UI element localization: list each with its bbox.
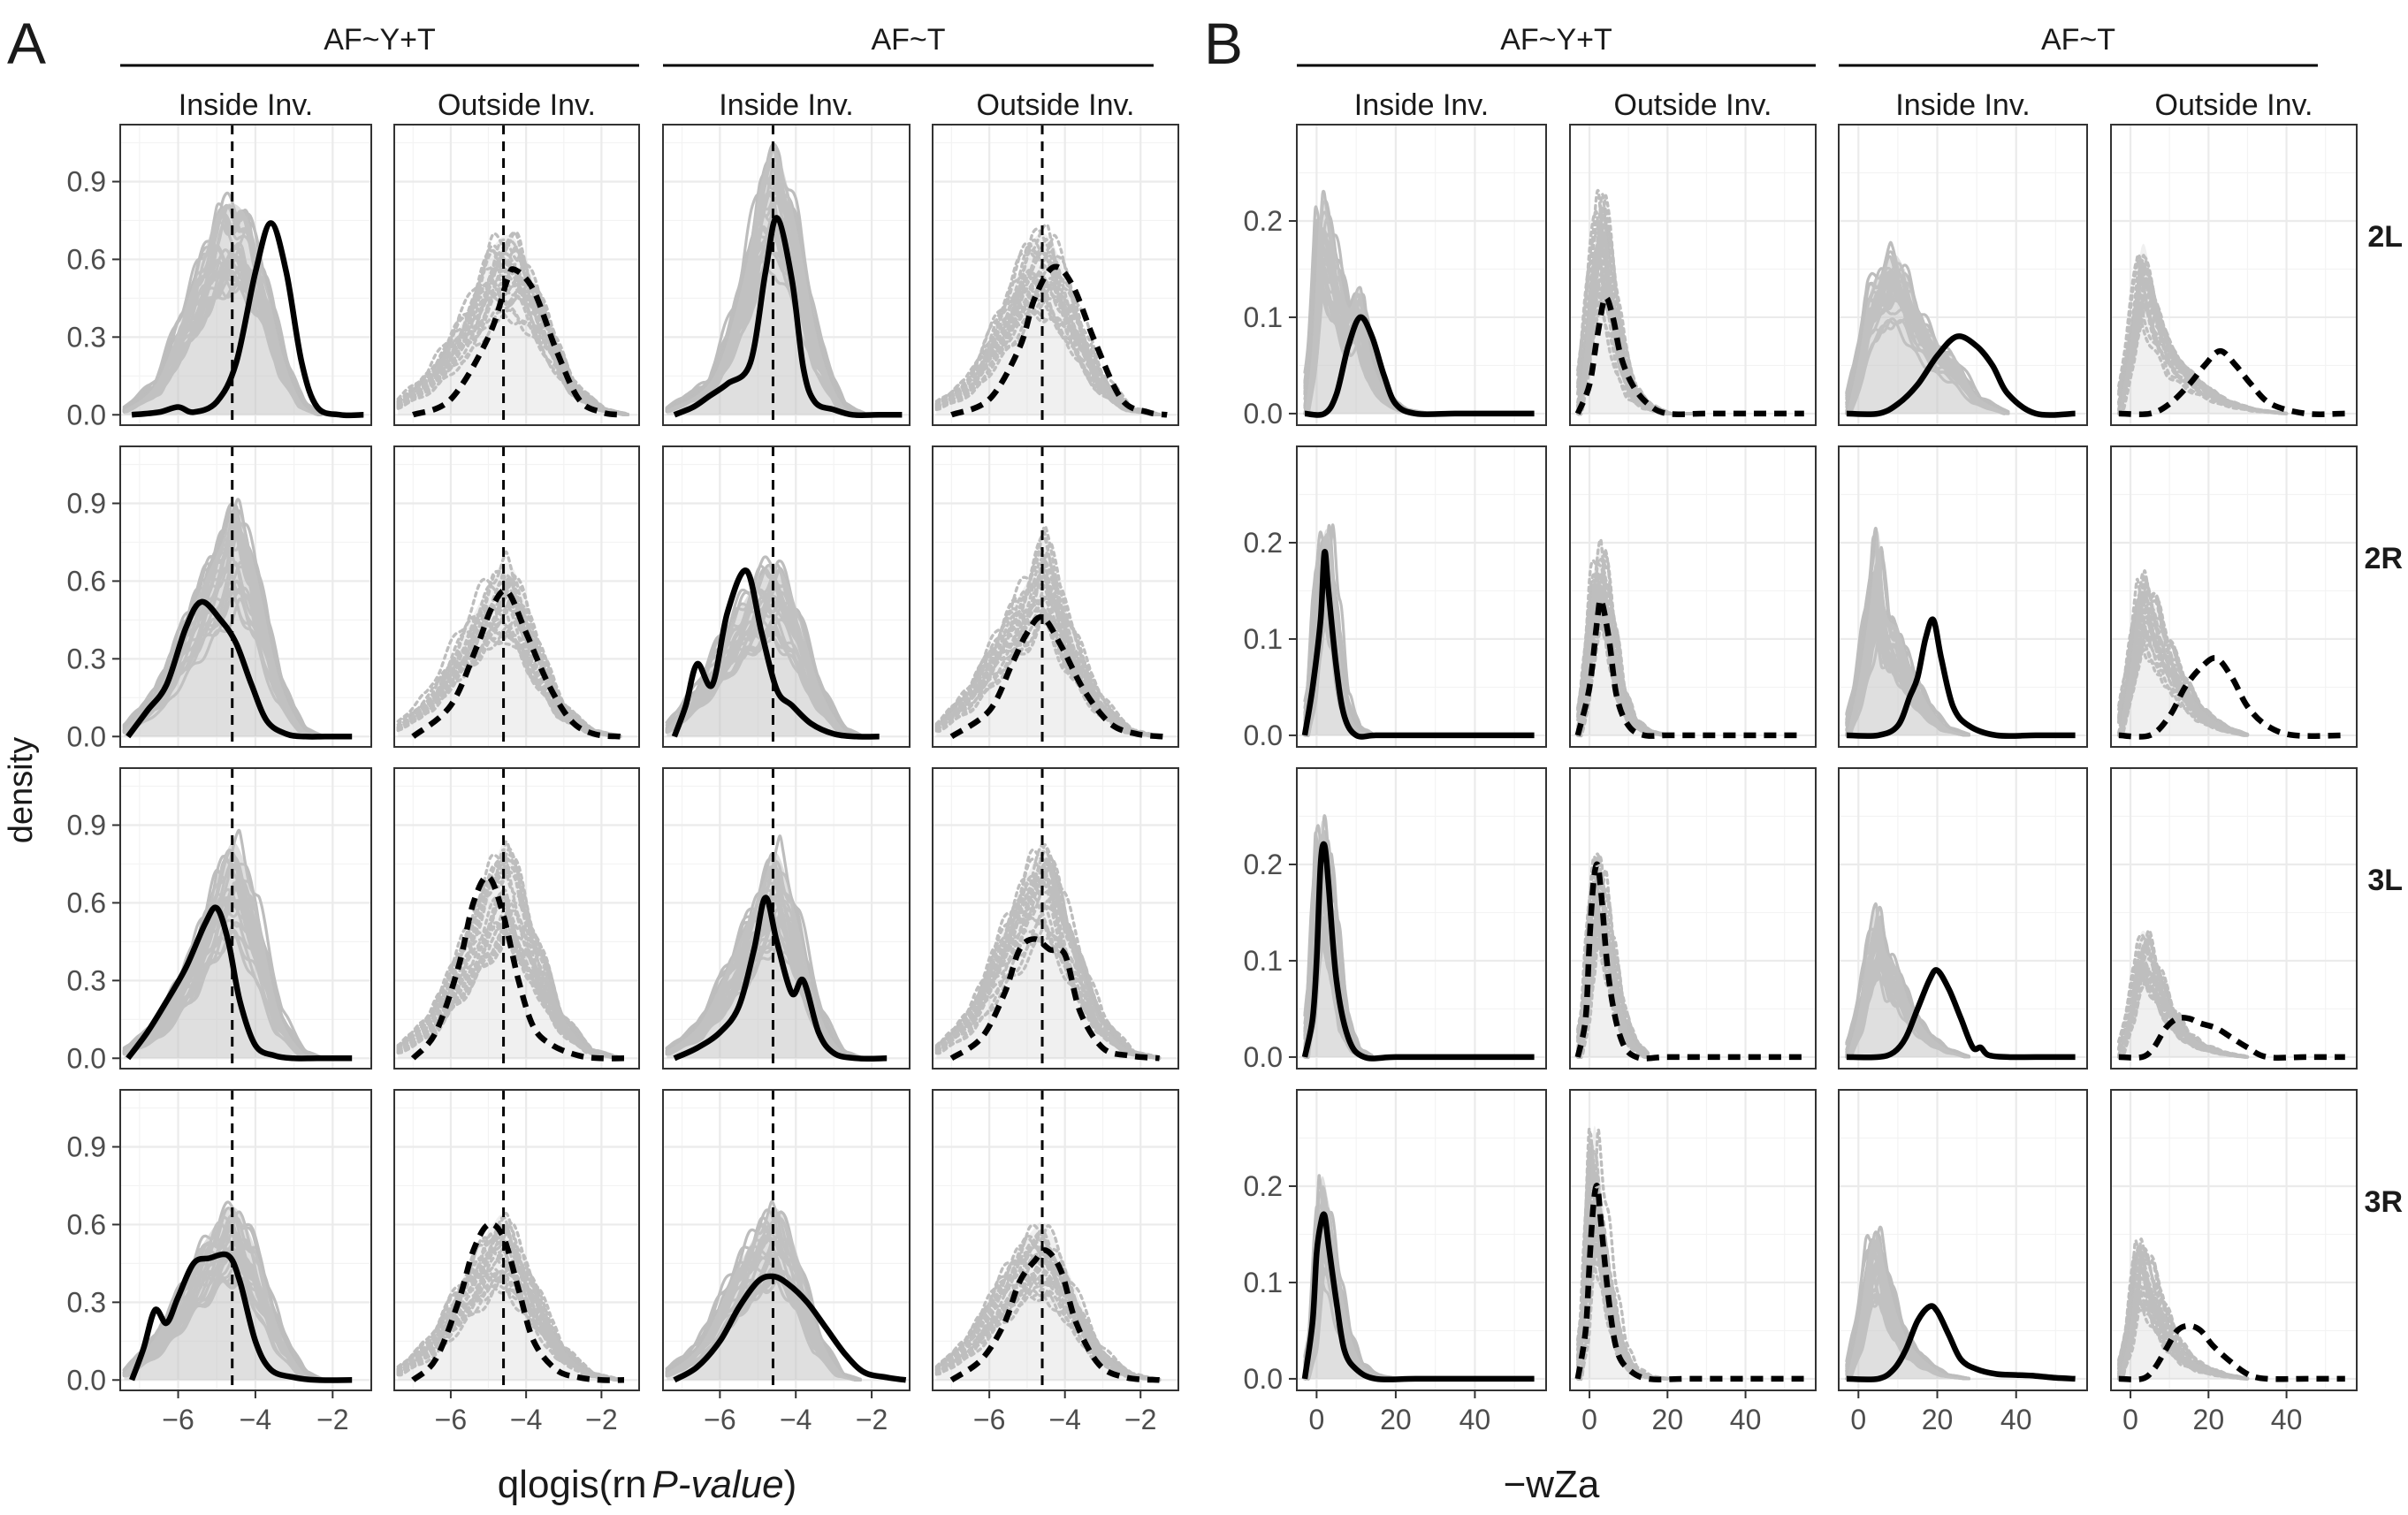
x-tick-label: 0 [1581, 1404, 1597, 1435]
y-tick-label: 0.6 [67, 887, 106, 918]
y-tick-label: 0.3 [67, 643, 106, 674]
y-tick-label: 0.0 [1244, 1041, 1283, 1073]
x-tick-label: −6 [435, 1404, 467, 1435]
y-tick-label: 0.9 [67, 1131, 106, 1162]
region-strip-label: Outside Inv. [438, 88, 596, 122]
x-axis-title-a-plain: qlogis(rn [498, 1463, 647, 1506]
y-tick-label: 0.3 [67, 321, 106, 353]
x-tick-label: 20 [1922, 1404, 1954, 1435]
region-strip-label: Inside Inv. [719, 88, 853, 122]
y-tick-label: 0.0 [1244, 719, 1283, 751]
model-header-label: AF~Y+T [324, 23, 436, 57]
y-tick-label: 0.1 [1244, 301, 1283, 333]
y-tick-label: 0.2 [1244, 527, 1283, 559]
y-tick-label: 0.0 [1244, 398, 1283, 430]
x-tick-label: 40 [2271, 1404, 2303, 1435]
y-tick-label: 0.0 [67, 1042, 106, 1074]
x-axis-title-a-italic: P-value [652, 1463, 783, 1506]
model-header-label: AF~T [871, 23, 945, 57]
y-tick-label: 0.0 [1244, 1363, 1283, 1395]
panel-label-a: A [7, 11, 46, 76]
x-tick-label: 0 [1850, 1404, 1866, 1435]
x-tick-label: −4 [510, 1404, 542, 1435]
x-axis-title-a-close: ) [784, 1463, 797, 1506]
region-strip-label: Inside Inv. [179, 88, 313, 122]
x-tick-label: 40 [1459, 1404, 1491, 1435]
x-tick-label: 0 [2122, 1404, 2138, 1435]
x-tick-label: −4 [240, 1404, 271, 1435]
y-tick-label: 0.6 [67, 1208, 106, 1240]
x-tick-label: −2 [1124, 1404, 1156, 1435]
panel-label-b: B [1204, 11, 1243, 76]
y-tick-label: 0.2 [1244, 1170, 1283, 1202]
y-tick-label: 0.6 [67, 565, 106, 597]
y-tick-label: 0.0 [67, 399, 106, 430]
region-strip-label: Inside Inv. [1895, 88, 2030, 122]
region-strip-label: Inside Inv. [1354, 88, 1489, 122]
y-tick-label: 0.2 [1244, 849, 1283, 880]
y-tick-label: 0.0 [67, 1364, 106, 1396]
figure-b: AF~Y+T AF~T Inside Inv. Outside Inv. Inside … [1198, 23, 2404, 1435]
x-tick-label: −4 [1048, 1404, 1080, 1435]
x-tick-label: 0 [1308, 1404, 1324, 1435]
chromosome-strip-label: 2L [2367, 220, 2403, 254]
chromosome-strip-label: 3L [2367, 864, 2403, 897]
model-header-label: AF~Y+T [1500, 23, 1612, 57]
region-strip-label: Outside Inv. [2155, 88, 2313, 122]
x-tick-label: −6 [162, 1404, 194, 1435]
y-tick-label: 0.1 [1244, 945, 1283, 977]
region-strip-label: Outside Inv. [1614, 88, 1772, 122]
x-tick-label: 20 [1380, 1404, 1412, 1435]
chromosome-strip-label: 2R [2365, 542, 2403, 575]
model-header-label: AF~T [2041, 23, 2115, 57]
y-tick-label: 0.3 [67, 1286, 106, 1318]
x-tick-label: −2 [316, 1404, 348, 1435]
x-tick-label: −6 [973, 1404, 1005, 1435]
chromosome-strip-label: 3R [2365, 1185, 2403, 1219]
x-axis-title-b: −wZa [1504, 1463, 1600, 1506]
region-strip-label: Outside Inv. [977, 88, 1135, 122]
x-tick-label: 20 [2193, 1404, 2225, 1435]
y-tick-label: 0.2 [1244, 205, 1283, 237]
y-tick-label: 0.1 [1244, 623, 1283, 655]
x-tick-label: 20 [1652, 1404, 1684, 1435]
y-tick-label: 0.6 [67, 243, 106, 275]
x-tick-label: −2 [856, 1404, 888, 1435]
x-tick-label: −4 [780, 1404, 812, 1435]
y-tick-label: 0.3 [67, 964, 106, 996]
y-tick-label: 0.9 [67, 487, 106, 519]
x-tick-label: −6 [704, 1404, 735, 1435]
x-tick-label: 40 [1730, 1404, 1762, 1435]
y-tick-label: 0.1 [1244, 1267, 1283, 1298]
y-tick-label: 0.9 [67, 809, 106, 841]
x-tick-label: −2 [585, 1404, 617, 1435]
y-axis-title: density [3, 737, 40, 843]
y-tick-label: 0.0 [67, 720, 106, 752]
x-tick-label: 40 [2000, 1404, 2032, 1435]
y-tick-label: 0.9 [67, 165, 106, 197]
